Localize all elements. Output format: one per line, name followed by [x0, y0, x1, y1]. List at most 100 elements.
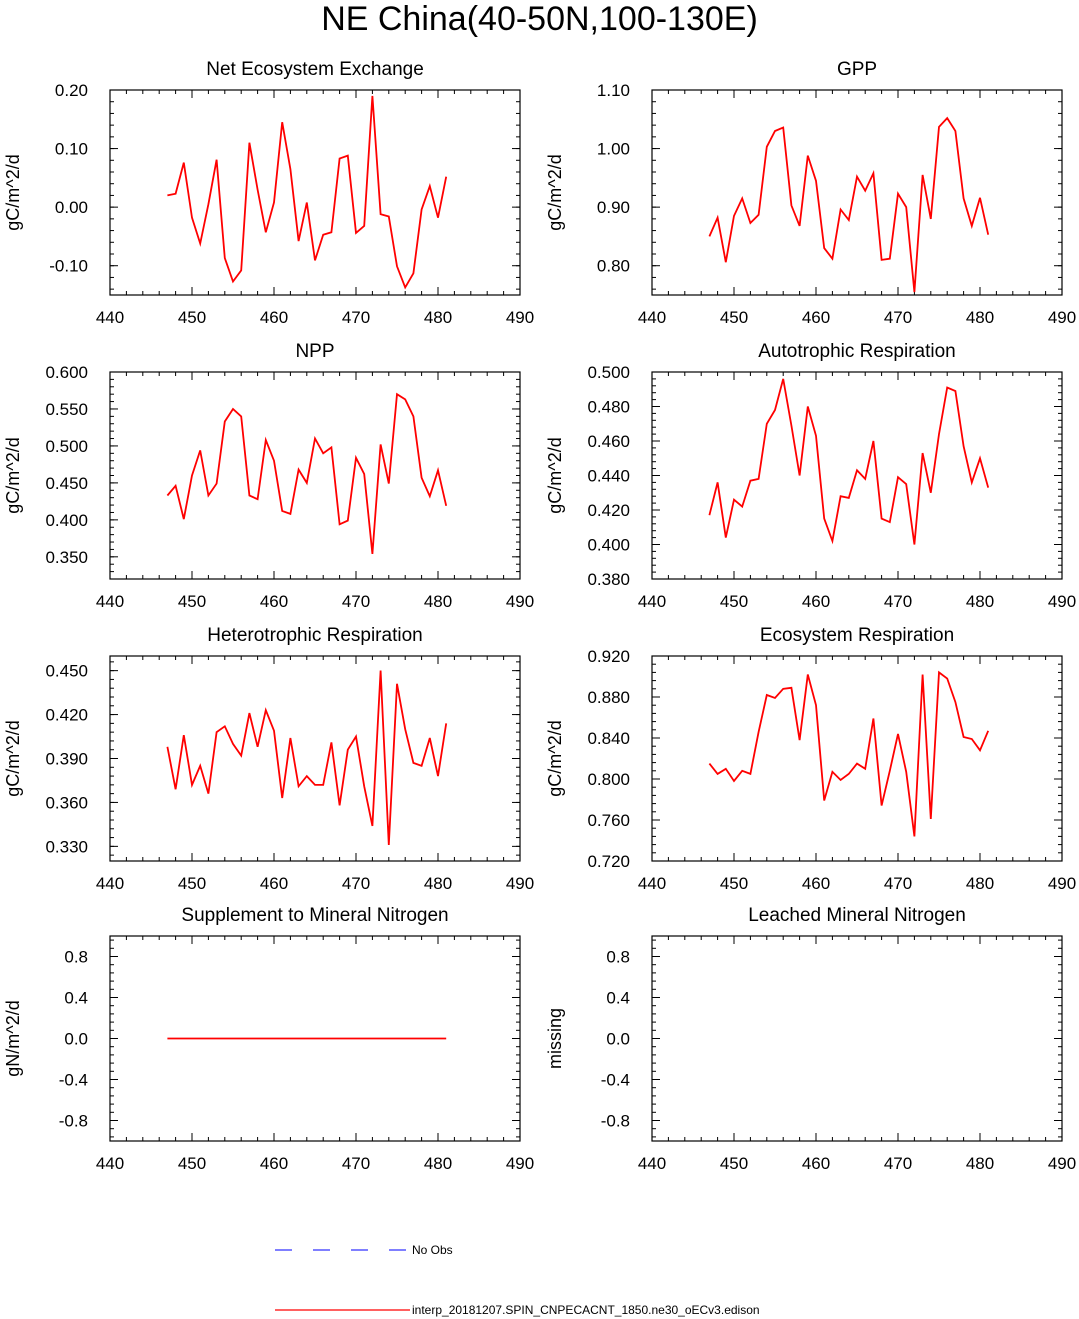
npp-panel: NPP gC/m^2/d 440 450 460 470 480 490 0.350 0.400 0… [3, 341, 534, 611]
autotrophic-respiration-xtick-label: 470 [884, 592, 912, 611]
heterotrophic-respiration-xtick-label: 470 [342, 874, 370, 893]
leached-mineral-nitrogen-ylabel: missing [545, 1008, 565, 1069]
ecosystem-respiration-ytick-label: 0.880 [587, 688, 630, 707]
heterotrophic-respiration-xtick-label: 440 [96, 874, 124, 893]
heterotrophic-respiration-plot-frame [109, 655, 521, 862]
supplement-to-mineral-nitrogen-ytick-label: 0.4 [64, 989, 88, 1008]
npp-xtick-label: 480 [424, 592, 452, 611]
net-ecosystem-exchange-ytick-label: -0.10 [49, 257, 88, 276]
leached-mineral-nitrogen-ytick-label: -0.8 [601, 1112, 630, 1131]
autotrophic-respiration-ytick-label: 0.400 [587, 536, 630, 555]
npp-ytick-label: 0.350 [45, 548, 88, 567]
autotrophic-respiration-xtick-label: 490 [1048, 592, 1076, 611]
autotrophic-respiration-ytick-label: 0.460 [587, 432, 630, 451]
heterotrophic-respiration-xtick-label: 460 [260, 874, 288, 893]
autotrophic-respiration-ytick-label: 0.440 [587, 467, 630, 486]
supplement-to-mineral-nitrogen-xtick-label: 470 [342, 1154, 370, 1173]
autotrophic-respiration-panel: Autotrophic Respiration gC/m^2/d 440 450 460… [545, 341, 1076, 611]
autotrophic-respiration-xtick-label: 480 [966, 592, 994, 611]
leached-mineral-nitrogen-ytick-label: -0.4 [601, 1071, 630, 1090]
net-ecosystem-exchange-xtick-label: 460 [260, 308, 288, 327]
leached-mineral-nitrogen-ytick-label: 0.4 [606, 989, 630, 1008]
supplement-to-mineral-nitrogen-title: Supplement to Mineral Nitrogen [181, 905, 448, 926]
npp-ytick-label: 0.500 [45, 437, 88, 456]
heterotrophic-respiration-ytick-label: 0.420 [45, 706, 88, 725]
supplement-to-mineral-nitrogen-xtick-label: 490 [506, 1154, 534, 1173]
net-ecosystem-exchange-title: Net Ecosystem Exchange [206, 59, 424, 80]
npp-title: NPP [295, 341, 334, 362]
figure-title: NE China(40-50N,100-130E) [321, 0, 758, 38]
panels-group: Net Ecosystem Exchange gC/m^2/d 440 450 460 4… [3, 59, 1076, 1173]
supplement-to-mineral-nitrogen-ytick-label: -0.4 [59, 1071, 88, 1090]
heterotrophic-respiration-ytick-label: 0.330 [45, 837, 88, 856]
legend: No Obs interp_20181207.SPIN_CNPECACNT_18… [275, 1243, 760, 1317]
ecosystem-respiration-xtick-label: 440 [638, 874, 666, 893]
autotrophic-respiration-ytick-label: 0.380 [587, 570, 630, 589]
supplement-to-mineral-nitrogen-panel: Supplement to Mineral Nitrogen gN/m^2/d 44… [3, 905, 534, 1173]
leached-mineral-nitrogen-title: Leached Mineral Nitrogen [748, 905, 966, 926]
ecosystem-respiration-xtick-label: 490 [1048, 874, 1076, 893]
net-ecosystem-exchange-ytick-label: 0.10 [55, 140, 88, 159]
ecosystem-respiration-ytick-label: 0.720 [587, 852, 630, 871]
leached-mineral-nitrogen-panel: Leached Mineral Nitrogen missing 440 450 460… [545, 905, 1076, 1173]
net-ecosystem-exchange-xtick-label: 440 [96, 308, 124, 327]
npp-ytick-label: 0.600 [45, 363, 88, 382]
net-ecosystem-exchange-series-line [167, 95, 448, 290]
leached-mineral-nitrogen-xtick-label: 460 [802, 1154, 830, 1173]
supplement-to-mineral-nitrogen-plot-frame [109, 935, 521, 1142]
gpp-xtick-label: 460 [802, 308, 830, 327]
ecosystem-respiration-plot-frame [651, 655, 1063, 862]
gpp-xtick-label: 450 [720, 308, 748, 327]
npp-xtick-label: 450 [178, 592, 206, 611]
heterotrophic-respiration-panel: Heterotrophic Respiration gC/m^2/d 440 450 4… [3, 625, 534, 893]
gpp-ytick-label: 1.00 [597, 140, 630, 159]
leached-mineral-nitrogen-ytick-label: 0.0 [606, 1030, 630, 1049]
ecosystem-respiration-ytick-label: 0.760 [587, 811, 630, 830]
npp-plot-frame [109, 371, 521, 580]
leached-mineral-nitrogen-ytick-label: 0.8 [606, 948, 630, 967]
npp-ylabel: gC/m^2/d [3, 437, 23, 513]
heterotrophic-respiration-ytick-label: 0.450 [45, 662, 88, 681]
gpp-series-line [708, 116, 990, 293]
net-ecosystem-exchange-ylabel: gC/m^2/d [3, 154, 23, 230]
heterotrophic-respiration-ytick-label: 0.360 [45, 793, 88, 812]
autotrophic-respiration-title: Autotrophic Respiration [758, 341, 956, 362]
gpp-xtick-label: 490 [1048, 308, 1076, 327]
heterotrophic-respiration-xtick-label: 480 [424, 874, 452, 893]
legend-label-no-obs: No Obs [412, 1243, 453, 1257]
leached-mineral-nitrogen-xtick-label: 470 [884, 1154, 912, 1173]
leached-mineral-nitrogen-xtick-label: 440 [638, 1154, 666, 1173]
autotrophic-respiration-ytick-label: 0.480 [587, 398, 630, 417]
npp-xtick-label: 470 [342, 592, 370, 611]
leached-mineral-nitrogen-xtick-label: 450 [720, 1154, 748, 1173]
npp-xtick-label: 440 [96, 592, 124, 611]
gpp-xtick-label: 480 [966, 308, 994, 327]
legend-label-model: interp_20181207.SPIN_CNPECACNT_1850.ne30… [412, 1303, 760, 1317]
ecosystem-respiration-series-line [708, 670, 990, 837]
net-ecosystem-exchange-panel: Net Ecosystem Exchange gC/m^2/d 440 450 460 4… [3, 59, 534, 327]
supplement-to-mineral-nitrogen-ytick-label: 0.8 [64, 948, 88, 967]
leached-mineral-nitrogen-xtick-label: 480 [966, 1154, 994, 1173]
net-ecosystem-exchange-plot-frame [109, 89, 521, 296]
autotrophic-respiration-ytick-label: 0.420 [587, 501, 630, 520]
npp-ytick-label: 0.550 [45, 400, 88, 419]
net-ecosystem-exchange-xtick-label: 450 [178, 308, 206, 327]
gpp-xtick-label: 440 [638, 308, 666, 327]
heterotrophic-respiration-xtick-label: 450 [178, 874, 206, 893]
npp-xtick-label: 490 [506, 592, 534, 611]
heterotrophic-respiration-ytick-label: 0.390 [45, 750, 88, 769]
ecosystem-respiration-xtick-label: 470 [884, 874, 912, 893]
autotrophic-respiration-xtick-label: 440 [638, 592, 666, 611]
heterotrophic-respiration-xtick-label: 490 [506, 874, 534, 893]
ecosystem-respiration-xtick-label: 460 [802, 874, 830, 893]
ecosystem-respiration-ytick-label: 0.800 [587, 770, 630, 789]
npp-ytick-label: 0.400 [45, 511, 88, 530]
npp-ytick-label: 0.450 [45, 474, 88, 493]
ecosystem-respiration-xtick-label: 480 [966, 874, 994, 893]
supplement-to-mineral-nitrogen-ytick-label: -0.8 [59, 1112, 88, 1131]
autotrophic-respiration-ylabel: gC/m^2/d [545, 437, 565, 513]
supplement-to-mineral-nitrogen-ylabel: gN/m^2/d [3, 1000, 23, 1076]
autotrophic-respiration-xtick-label: 460 [802, 592, 830, 611]
supplement-to-mineral-nitrogen-xtick-label: 460 [260, 1154, 288, 1173]
supplement-to-mineral-nitrogen-xtick-label: 450 [178, 1154, 206, 1173]
